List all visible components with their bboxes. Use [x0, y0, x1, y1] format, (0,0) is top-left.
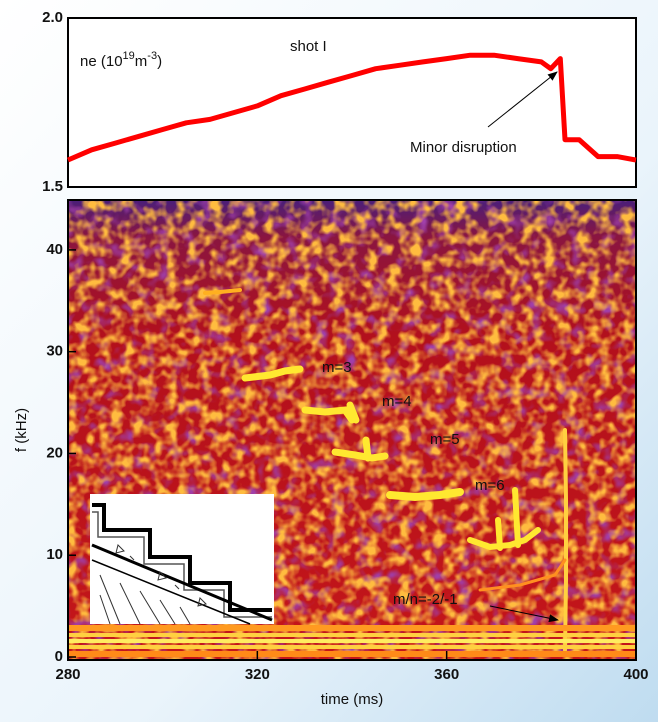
- y-tick-label: 30: [46, 343, 63, 360]
- mode-label: m=5: [430, 431, 460, 448]
- y-tick-label: 20: [46, 444, 63, 461]
- stairs-inner: [92, 511, 272, 618]
- band: [68, 633, 636, 637]
- top-frame: [67, 17, 637, 188]
- streak: [386, 488, 464, 502]
- mode-label: m/n=-2/-1: [393, 591, 458, 608]
- streak: [301, 401, 360, 424]
- annotation: Minor disruption: [410, 139, 517, 156]
- y-axis-label-part: 19: [123, 50, 135, 62]
- y-axis-label: f (kHz): [13, 408, 30, 452]
- y-tick-label: 0: [55, 648, 63, 665]
- band: [68, 651, 636, 657]
- streak: [203, 288, 242, 295]
- mode-streaks: [203, 288, 568, 652]
- mode-label: m=4: [382, 393, 412, 410]
- low-frequency-band: [68, 625, 636, 657]
- y-axis-label-part: m: [135, 53, 148, 70]
- streak: [563, 428, 568, 652]
- y-axis-label-part: ne (10: [80, 53, 123, 70]
- band: [68, 639, 636, 643]
- annotation-arrow: [487, 71, 558, 128]
- mode-label: m=6: [475, 477, 505, 494]
- bottom-frame: [67, 199, 637, 661]
- streak: [241, 365, 304, 382]
- y-tick-label: 40: [46, 241, 63, 258]
- y-axis-label: ne (1019m-3): [80, 50, 162, 70]
- hatch: [99, 574, 191, 625]
- streak: [478, 558, 567, 592]
- y-tick-label: 2.0: [42, 9, 63, 26]
- inset-drawing: [90, 494, 274, 625]
- y-axis-label-part: ): [157, 53, 162, 70]
- slab-line: [91, 559, 251, 625]
- chart-title: shot I: [290, 38, 327, 55]
- mode-label: m=3: [322, 359, 352, 376]
- streak: [467, 487, 541, 551]
- aggregate: [115, 544, 207, 607]
- slab-line: [91, 543, 273, 622]
- x-tick-label: 360: [434, 666, 459, 683]
- x-tick-label: 280: [55, 666, 80, 683]
- stairs: [92, 503, 272, 612]
- band: [68, 645, 636, 649]
- y-tick-label: 10: [46, 546, 63, 563]
- x-axis-label: time (ms): [321, 691, 384, 708]
- streak: [331, 436, 389, 462]
- annotation-arrow: [489, 605, 559, 623]
- y-axis-label-part: -3: [147, 50, 157, 62]
- y-tick-label: 1.5: [42, 178, 63, 195]
- x-tick-label: 320: [245, 666, 270, 683]
- ne-line: [67, 52, 637, 163]
- band: [68, 625, 636, 631]
- x-tick-label: 400: [623, 666, 648, 683]
- top-panel: [68, 18, 636, 187]
